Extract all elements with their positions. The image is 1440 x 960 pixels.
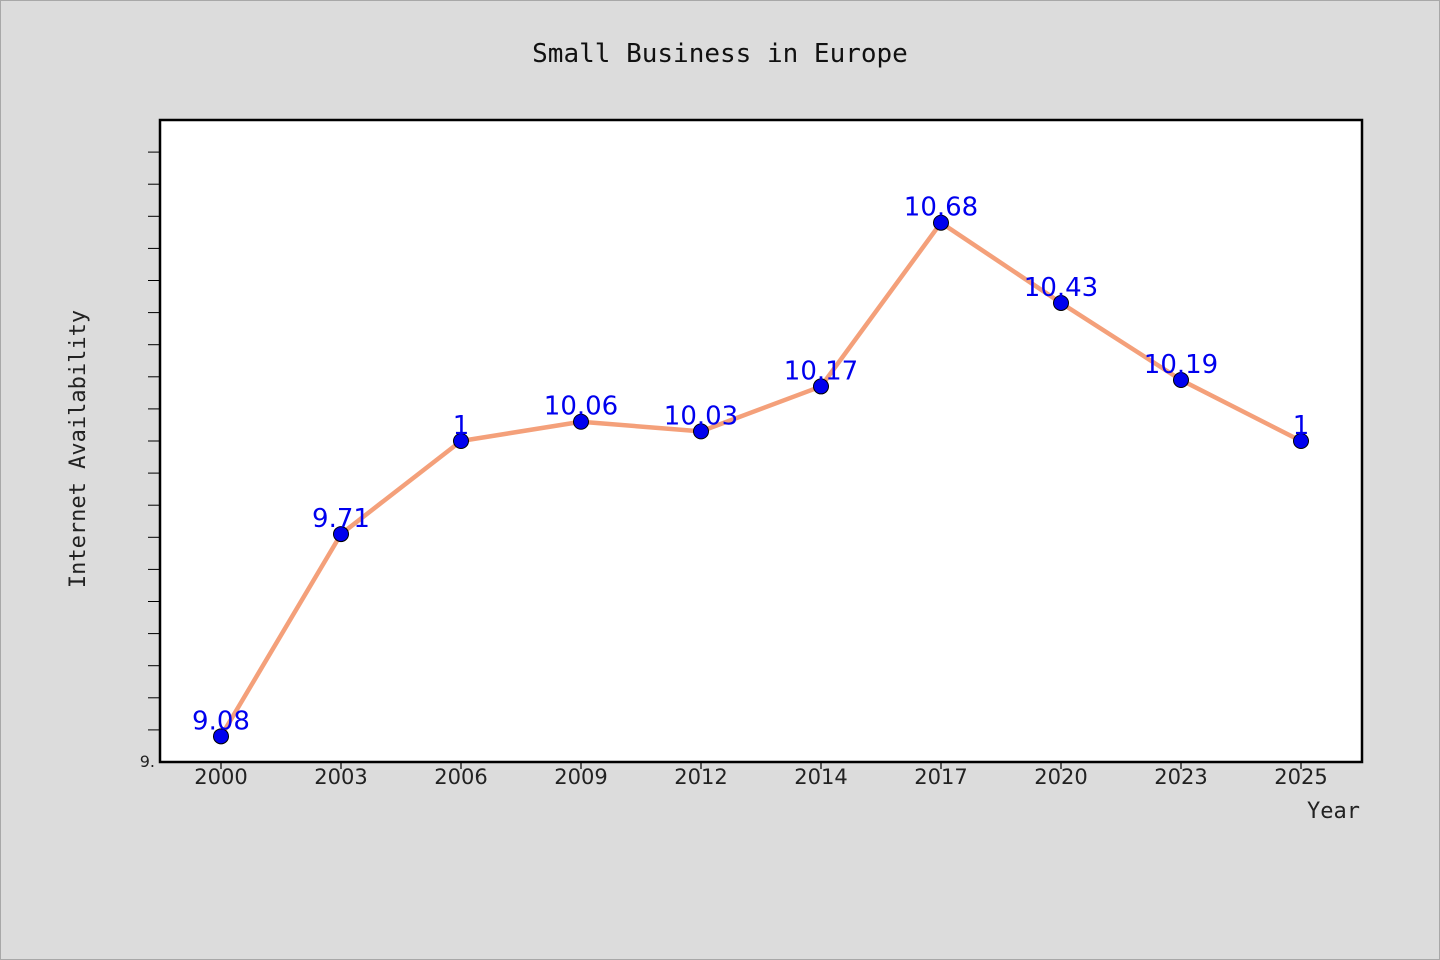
x-tick-label: 2025 [1274, 765, 1327, 789]
data-point-marker [213, 728, 229, 745]
x-tick-label: 2023 [1154, 765, 1207, 789]
data-label: 9.71 [312, 504, 370, 534]
data-label: 10.03 [664, 401, 738, 431]
data-labels: 9.08 9.71 1 10.06 10.03 10.17 10.68 10.43 10.19 1 [192, 193, 1309, 737]
x-tick-label: 2017 [914, 765, 967, 789]
data-label: 10.68 [904, 193, 978, 223]
x-axis-title: Year [1307, 799, 1360, 824]
x-tick-label: 2020 [1034, 765, 1087, 789]
plot-area [158, 118, 1364, 764]
data-label: 9.08 [192, 706, 250, 736]
data-point-marker [1173, 372, 1189, 389]
series-line [218, 220, 1304, 739]
x-tick-label: 2014 [794, 765, 847, 789]
y-axis-ticks [148, 151, 160, 731]
data-point-marker [1293, 433, 1309, 449]
chart-title: Small Business in Europe [532, 39, 908, 69]
data-point-marker [453, 433, 469, 449]
y-axis-title: Internet Availability [66, 310, 91, 588]
data-point-marker [933, 214, 949, 231]
data-point-marker [1053, 294, 1069, 311]
data-label: 10.17 [784, 356, 858, 386]
data-label: 10.19 [1144, 350, 1218, 380]
x-tick-label: 2000 [194, 765, 247, 789]
data-point-marker [573, 413, 589, 430]
series-layer [213, 214, 1309, 745]
x-tick-label: 2003 [314, 765, 367, 789]
data-point-marker [333, 526, 349, 543]
data-point-marker [813, 378, 829, 395]
x-tick-label: 2009 [554, 765, 607, 789]
data-label: 10.06 [544, 392, 618, 422]
data-label: 1 [1293, 411, 1310, 441]
x-tick-labels: 2000 2003 2006 2009 2012 2014 2017 2020 2023 2025 [194, 765, 1327, 789]
x-tick-label: 2006 [434, 765, 487, 789]
x-axis-ticks [220, 762, 1302, 769]
data-label: 10.43 [1024, 273, 1098, 303]
data-point-marker [693, 423, 709, 440]
data-label: 1 [453, 411, 470, 441]
y-tick-label: 9. [140, 752, 155, 771]
x-tick-label: 2012 [674, 765, 727, 789]
